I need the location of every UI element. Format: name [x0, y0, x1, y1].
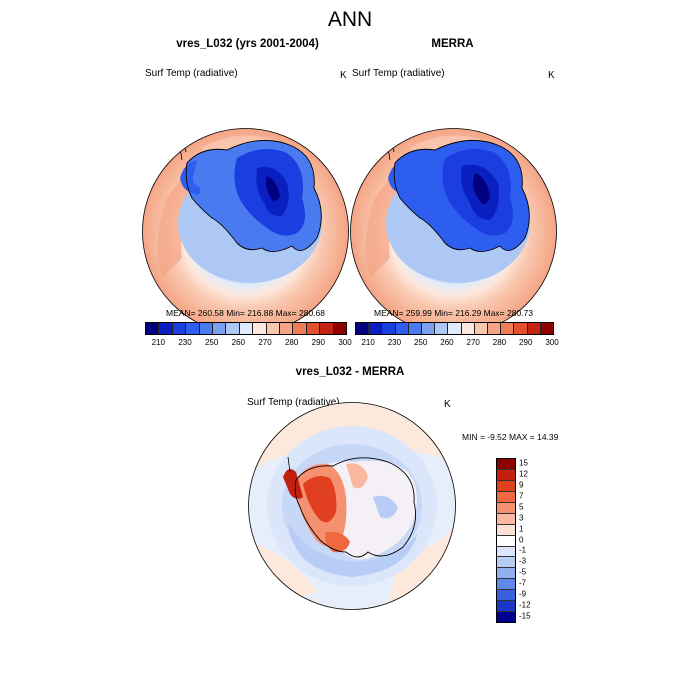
- panel1-variable-label: Surf Temp (radiative): [145, 68, 238, 79]
- colorbar-tick-label: 270: [258, 338, 272, 347]
- diff-variable-label: Surf Temp (radiative): [247, 397, 340, 408]
- colorbar-tick-label: -9: [519, 589, 527, 599]
- colorbar-tick-label: 15: [519, 458, 528, 468]
- panel1-map: [142, 128, 349, 335]
- colorbar-swatch: [501, 323, 515, 334]
- colorbar-swatch: [293, 323, 307, 334]
- colorbar-tick-label: 250: [413, 338, 428, 347]
- diff-stats: MIN = -9.52 MAX = 14.39: [462, 432, 559, 442]
- panel1-stats: MEAN= 260.58 Min= 216.88 Max= 280.68: [165, 308, 325, 318]
- diff-colorbar: [496, 458, 516, 623]
- colorbar-swatch: [253, 323, 267, 334]
- colorbar-tick-label: 280: [492, 338, 507, 347]
- colorbar-swatch: [280, 323, 294, 334]
- panel1-colorbar: [145, 322, 347, 335]
- colorbar-tick-label: 270: [466, 338, 480, 347]
- colorbar-swatch: [172, 323, 187, 334]
- colorbar-tick-label: 230: [387, 338, 402, 347]
- colorbar-tick-label: -7: [519, 578, 527, 588]
- colorbar-swatch: [146, 323, 160, 334]
- colorbar-tick-label: 300: [545, 338, 559, 347]
- colorbar-tick-label: 1: [519, 524, 524, 534]
- colorbar-swatch: [159, 323, 173, 334]
- diff-colorbar-labels: 15 12 9 7 5 3 1 0 -1 -3 -5 -7 -9 -12 -15: [519, 458, 549, 621]
- colorbar-swatch: [540, 323, 554, 334]
- colorbar-tick-label: -15: [519, 611, 531, 621]
- figure-title: ANN: [327, 8, 373, 31]
- panel2-map: [350, 128, 557, 335]
- colorbar-tick-label: 280: [284, 338, 299, 347]
- colorbar-swatch: [186, 323, 200, 334]
- colorbar-swatch: [239, 323, 254, 334]
- panel1-colorbar-labels: 210 230 250 260 270 280 290 300: [145, 338, 352, 348]
- panel2-units-label: K: [548, 70, 555, 81]
- colorbar-tick-label: 12: [519, 469, 528, 479]
- colorbar-tick-label: 3: [519, 513, 524, 523]
- panel2-colorbar: [355, 322, 554, 335]
- colorbar-swatch: [320, 323, 334, 334]
- colorbar-swatch: [448, 323, 462, 334]
- panel2-stats: MEAN= 259.99 Min= 216.29 Max= 280.73: [373, 308, 533, 318]
- colorbar-swatch: [369, 323, 383, 334]
- colorbar-swatch: [497, 590, 515, 602]
- colorbar-swatch: [527, 323, 541, 334]
- colorbar-tick-label: 210: [151, 338, 166, 347]
- colorbar-swatch: [474, 323, 489, 334]
- colorbar-tick-label: 260: [440, 338, 454, 347]
- diff-map: [248, 402, 456, 610]
- panel2-title: MERRA: [431, 38, 474, 50]
- colorbar-tick-label: -1: [519, 545, 527, 555]
- colorbar-tick-label: -3: [519, 556, 527, 566]
- colorbar-tick-label: 260: [231, 338, 246, 347]
- colorbar-swatch: [497, 601, 515, 613]
- panel2-variable-label: Surf Temp (radiative): [352, 68, 445, 79]
- colorbar-swatch: [497, 524, 515, 536]
- colorbar-tick-label: 0: [519, 535, 524, 544]
- colorbar-tick-label: 5: [519, 502, 524, 512]
- colorbar-swatch: [266, 323, 281, 334]
- diff-title: vres_L032 - MERRA: [295, 366, 405, 378]
- colorbar-swatch: [497, 459, 515, 470]
- colorbar-swatch: [488, 323, 502, 334]
- colorbar-swatch: [356, 323, 370, 334]
- colorbar-swatch: [461, 323, 475, 334]
- colorbar-swatch: [306, 323, 321, 334]
- colorbar-swatch: [497, 579, 515, 591]
- colorbar-tick-label: 290: [311, 338, 326, 347]
- colorbar-swatch: [408, 323, 423, 334]
- colorbar-tick-label: 290: [519, 338, 533, 347]
- colorbar-swatch: [382, 323, 396, 334]
- colorbar-tick-label: 9: [519, 480, 524, 490]
- colorbar-swatch: [497, 535, 515, 547]
- colorbar-tick-label: 230: [178, 338, 192, 347]
- colorbar-swatch: [514, 323, 528, 334]
- colorbar-swatch: [497, 568, 515, 580]
- panel1-title: vres_L032 (yrs 2001-2004): [176, 38, 319, 50]
- colorbar-swatch: [497, 546, 515, 558]
- colorbar-swatch: [497, 612, 515, 623]
- colorbar-swatch: [497, 502, 515, 514]
- diff-units-label: K: [444, 399, 451, 410]
- colorbar-swatch: [213, 323, 227, 334]
- colorbar-swatch: [435, 323, 449, 334]
- colorbar-tick-label: -12: [519, 600, 531, 610]
- panel1-units-label: K: [340, 70, 347, 81]
- colorbar-swatch: [497, 480, 515, 492]
- colorbar-swatch: [497, 491, 515, 503]
- colorbar-tick-label: 250: [204, 338, 219, 347]
- colorbar-swatch: [226, 323, 240, 334]
- colorbar-swatch: [497, 513, 515, 525]
- colorbar-swatch: [333, 323, 347, 334]
- colorbar-tick-label: 300: [338, 338, 352, 347]
- colorbar-swatch: [497, 469, 515, 481]
- colorbar-swatch: [422, 323, 436, 334]
- panel2-colorbar-labels: 210 230 250 260 270 280 290 300: [355, 338, 558, 348]
- colorbar-tick-label: 7: [519, 491, 524, 501]
- colorbar-swatch: [497, 557, 515, 569]
- colorbar-tick-label: -5: [519, 567, 527, 577]
- colorbar-swatch: [199, 323, 214, 334]
- colorbar-swatch: [395, 323, 409, 334]
- colorbar-tick-label: 210: [361, 338, 375, 347]
